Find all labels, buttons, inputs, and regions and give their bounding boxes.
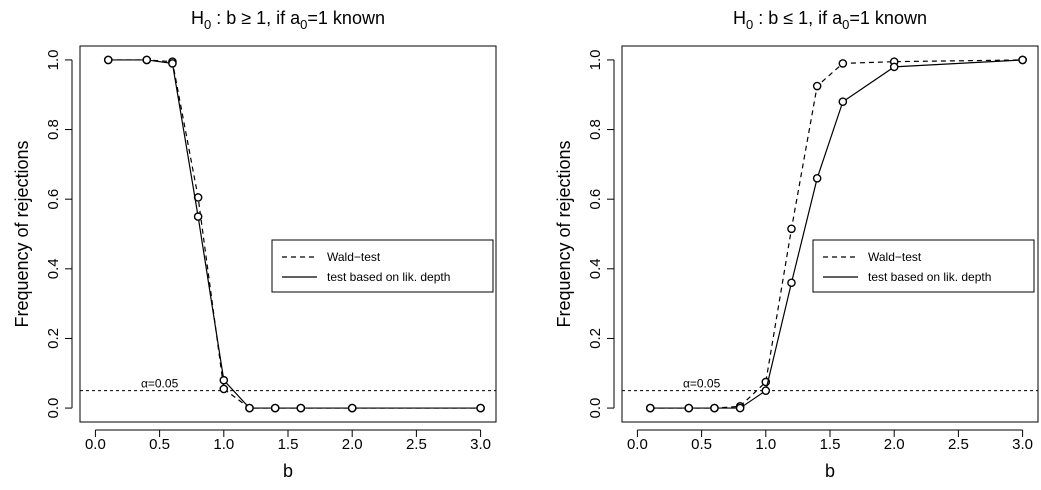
data-point [168, 59, 177, 68]
y-axis-label: Frequency of rejections [12, 140, 32, 327]
y-tick-label: 1.0 [587, 49, 604, 70]
title-part: =1 known [849, 8, 927, 28]
series-line-lik-depth [650, 59, 1023, 409]
data-point [476, 403, 485, 413]
data-point [142, 55, 152, 65]
data-point [838, 59, 848, 68]
y-tick-label: 0.2 [587, 328, 604, 349]
title-subscript: 0 [204, 17, 211, 32]
data-point [347, 403, 357, 413]
x-tick-label: 1.0 [755, 436, 776, 453]
x-tick-label: 0.5 [691, 436, 712, 453]
plot-frame [79, 45, 497, 423]
title-part: H [733, 8, 746, 28]
data-point [812, 81, 822, 91]
x-tick-label: 1.5 [278, 436, 299, 453]
x-tick-label: 2.0 [342, 436, 363, 453]
chart-title: H0 : b ≥ 1, if a0=1 known [191, 8, 385, 32]
legend-label: Wald−test [868, 250, 922, 264]
data-point [1018, 55, 1027, 65]
title-part: : b ≥ 1, if a [211, 8, 301, 28]
x-tick-label: 1.5 [820, 436, 841, 453]
x-tick-label: 3.0 [1012, 436, 1033, 453]
y-tick-label: 0.4 [45, 258, 62, 279]
legend-box [271, 239, 494, 293]
data-point [812, 173, 822, 183]
plot-frame [621, 45, 1039, 423]
title-subscript: 0 [300, 17, 307, 32]
legend-label: test based on lik. depth [327, 270, 450, 284]
data-point [103, 55, 113, 65]
data-point [889, 62, 899, 72]
title-subscript: 0 [842, 17, 849, 32]
series-line-wald [650, 59, 1023, 409]
series-line-lik-depth [108, 59, 481, 409]
data-point [645, 403, 655, 413]
y-tick-label: 0.8 [587, 119, 604, 140]
x-axis-label: b [825, 461, 835, 481]
data-point [735, 403, 745, 413]
data-point [761, 386, 771, 395]
chart-title: H0 : b ≤ 1, if a0=1 known [733, 8, 927, 32]
title-part: H [191, 8, 204, 28]
x-tick-label: 0.0 [627, 436, 648, 453]
x-axis-label: b [283, 461, 293, 481]
x-tick-label: 0.5 [149, 436, 170, 453]
data-point [684, 403, 694, 413]
data-point [193, 212, 203, 221]
data-point [787, 278, 796, 288]
data-point [787, 224, 796, 234]
y-tick-label: 0.2 [45, 328, 62, 349]
x-tick-label: 0.0 [85, 436, 106, 453]
x-tick-label: 2.5 [406, 436, 427, 453]
data-point [219, 375, 229, 385]
x-tick-label: 1.0 [213, 436, 234, 453]
legend-label: test based on lik. depth [868, 270, 991, 284]
x-tick-label: 3.0 [470, 436, 491, 453]
y-tick-label: 0.0 [45, 398, 62, 419]
y-tick-label: 0.0 [587, 398, 604, 419]
series-line-wald [108, 59, 481, 409]
data-point [296, 403, 306, 413]
alpha-annotation: α=0.05 [141, 377, 179, 391]
data-point [838, 97, 848, 107]
data-point [245, 403, 254, 413]
y-tick-label: 0.4 [587, 258, 604, 279]
y-tick-label: 0.6 [45, 189, 62, 210]
data-point [270, 403, 280, 413]
title-subscript: 0 [746, 17, 753, 32]
alpha-annotation: α=0.05 [683, 377, 721, 391]
y-tick-label: 1.0 [45, 49, 62, 70]
title-part: =1 known [307, 8, 385, 28]
data-point [710, 403, 719, 413]
legend-label: Wald−test [327, 250, 381, 264]
x-tick-label: 2.0 [884, 436, 905, 453]
data-point [219, 384, 229, 394]
y-tick-label: 0.8 [45, 119, 62, 140]
legend-box [812, 239, 1035, 293]
title-part: : b ≤ 1, if a [753, 8, 843, 28]
y-axis-label: Frequency of rejections [554, 140, 574, 327]
y-tick-label: 0.6 [587, 189, 604, 210]
x-tick-label: 2.5 [948, 436, 969, 453]
